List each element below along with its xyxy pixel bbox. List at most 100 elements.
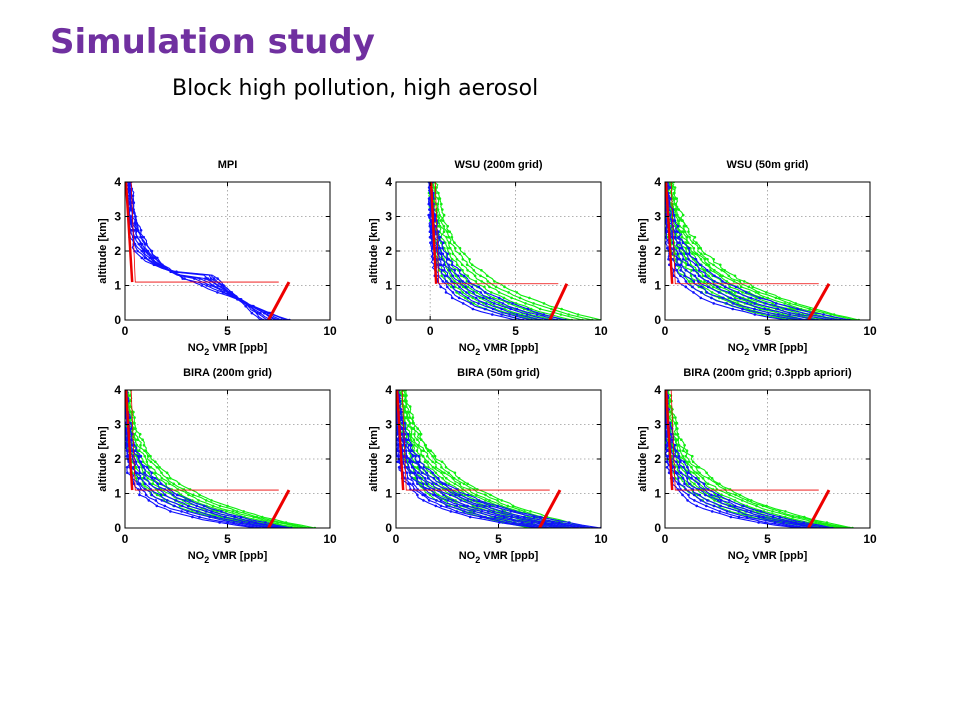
blue-point: [444, 280, 448, 283]
green-point: [701, 274, 705, 278]
blue-point: [441, 246, 444, 250]
green-point: [460, 274, 463, 278]
blue-point: [692, 269, 695, 272]
blue-point: [679, 460, 682, 464]
blue-point: [403, 477, 406, 480]
green-point: [198, 493, 201, 497]
blue-point: [137, 466, 141, 469]
chart-title: MPI: [218, 159, 238, 171]
green-point: [771, 302, 774, 305]
blue-point: [408, 449, 412, 453]
blue-point: [439, 504, 443, 508]
red-block-outline: [434, 182, 559, 285]
blue-point: [140, 249, 144, 253]
blue-point: [458, 291, 462, 294]
blue-point: [446, 285, 449, 289]
x-tick-label: 0: [122, 532, 129, 546]
green-point: [135, 443, 139, 447]
blue-point: [449, 510, 453, 513]
blue-point: [434, 504, 438, 508]
blue-point: [704, 274, 707, 278]
green-point: [155, 493, 159, 497]
green-point: [448, 241, 452, 244]
blue-point: [676, 252, 680, 256]
blue-point: [232, 521, 235, 524]
blue-point: [450, 296, 454, 300]
blue-point: [180, 504, 184, 508]
blue-point: [213, 515, 217, 519]
green-point: [783, 515, 787, 519]
blue-point: [447, 258, 451, 261]
blue-point: [428, 208, 432, 211]
blue-point: [438, 235, 442, 239]
green-point: [765, 291, 768, 294]
blue-point: [466, 493, 470, 497]
blue-point: [444, 291, 448, 294]
green-point: [457, 477, 461, 480]
green-point: [408, 416, 412, 419]
green-point: [680, 235, 684, 239]
blue-point: [435, 499, 438, 502]
green-point: [412, 438, 416, 442]
blue-point: [150, 477, 154, 480]
blue-point: [220, 284, 223, 287]
blue-point: [719, 499, 723, 502]
green-point: [480, 280, 484, 283]
blue-point: [136, 482, 139, 486]
green-point: [496, 499, 499, 502]
blue-point: [405, 438, 408, 442]
green-point: [133, 432, 137, 436]
blue-point: [439, 499, 443, 502]
blue-point: [452, 285, 455, 289]
green-point: [405, 399, 408, 403]
red-surface-segment: [807, 489, 831, 528]
y-tick-label: 1: [654, 487, 661, 501]
blue-point: [479, 291, 483, 294]
green-point: [473, 274, 477, 278]
chart-title: WSU (200m grid): [454, 159, 542, 171]
blue-point: [712, 504, 716, 508]
blue-point: [135, 222, 139, 225]
blue-point: [127, 187, 131, 191]
green-point: [678, 219, 681, 222]
blue-point: [693, 274, 697, 278]
green-point: [127, 394, 130, 397]
green-point: [502, 296, 506, 300]
blue-point: [497, 296, 501, 300]
blue-point: [125, 427, 128, 430]
green-point: [532, 302, 535, 305]
blue-point: [665, 466, 669, 469]
green-point: [451, 252, 455, 256]
blue-point: [156, 482, 159, 486]
green-point: [191, 493, 195, 497]
blue-point: [492, 510, 496, 513]
y-tick-label: 3: [654, 210, 661, 224]
blue-point: [512, 521, 515, 524]
green-point: [439, 219, 442, 222]
blue-point: [450, 263, 454, 267]
green-point: [416, 466, 419, 469]
blue-point: [427, 197, 431, 200]
blue-point: [665, 235, 668, 239]
blue-point: [782, 521, 785, 524]
x-tick-label: 5: [764, 324, 771, 338]
x-axis-label: NO2 VMR [ppb]: [459, 550, 539, 565]
blue-point: [183, 499, 187, 502]
blue-point: [466, 504, 470, 508]
green-point: [133, 421, 136, 425]
series-group: [665, 182, 861, 320]
blue-point: [690, 477, 693, 480]
blue-point: [472, 510, 476, 513]
green-point: [431, 460, 434, 464]
blue-point: [678, 246, 682, 250]
blue-point: [738, 296, 742, 300]
blue-point: [210, 510, 213, 513]
blue-point: [706, 499, 709, 502]
blue-point: [698, 493, 701, 497]
green-point: [210, 499, 213, 502]
series-group: [427, 182, 601, 320]
y-axis-label: altitude [km]: [97, 218, 109, 284]
green-point: [788, 302, 791, 305]
blue-point: [484, 302, 488, 305]
